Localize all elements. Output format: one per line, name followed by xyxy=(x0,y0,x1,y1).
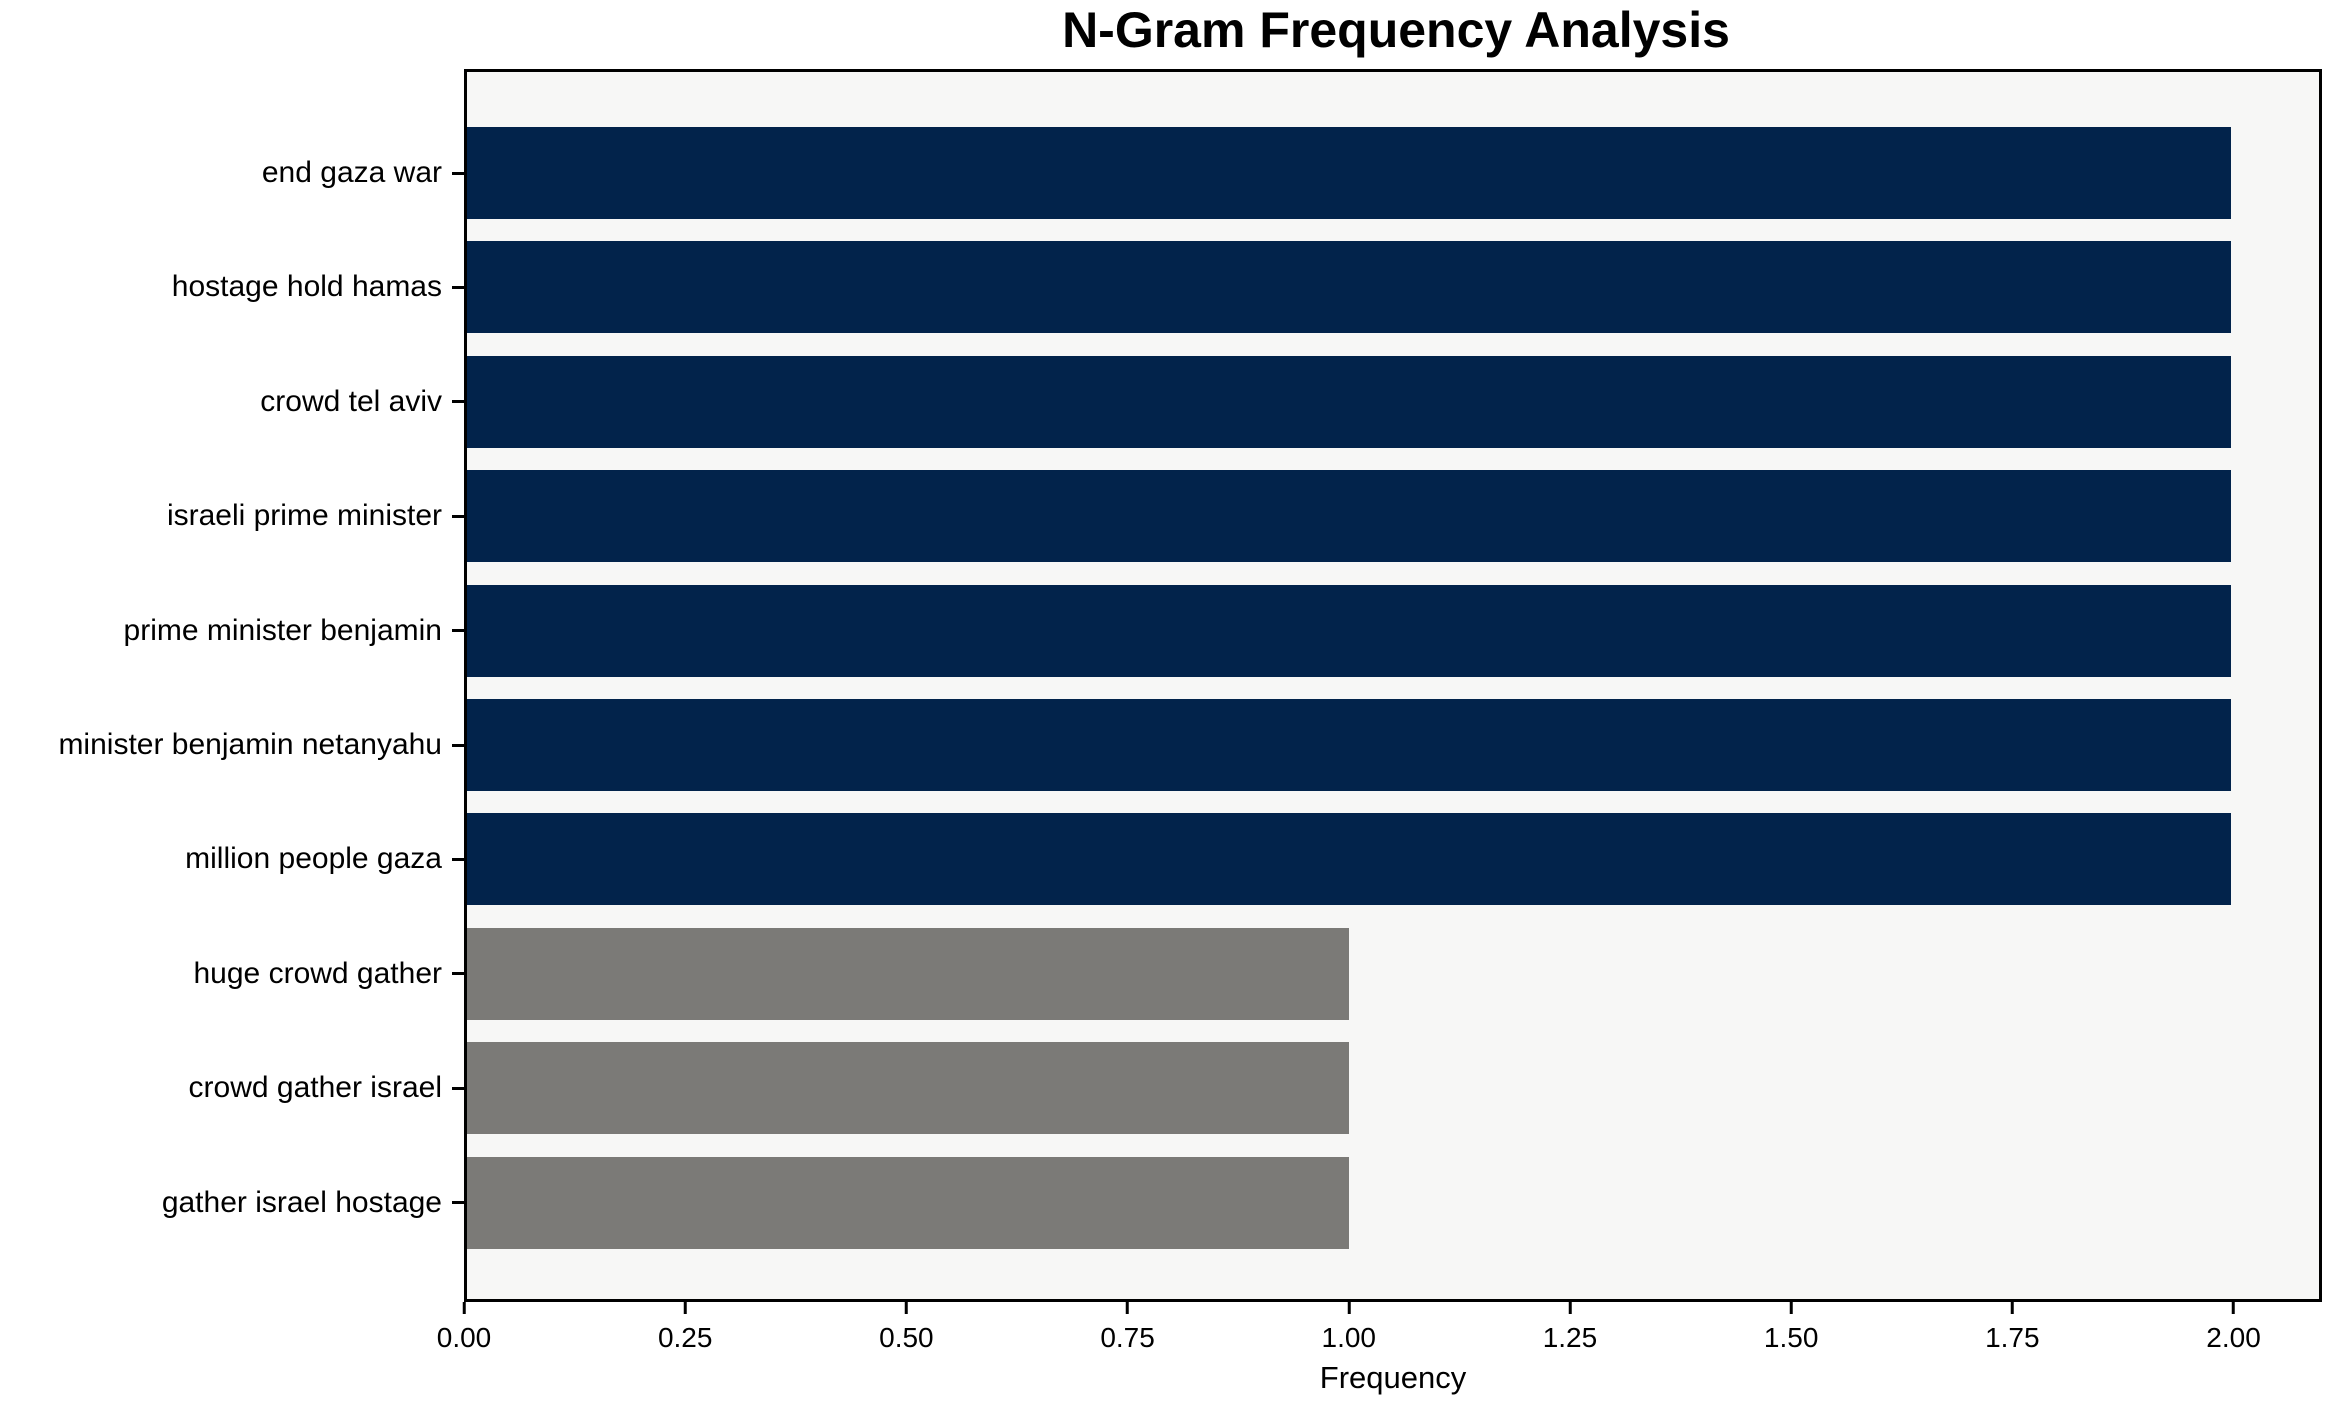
y-axis: end gaza war hostage hold hamas crowd tel … xyxy=(0,69,464,1302)
bar-end-gaza-war xyxy=(467,127,2231,219)
x-axis-tick: 0.75 xyxy=(1100,1302,1155,1354)
y-tick-mark xyxy=(452,514,464,518)
y-tick-mark xyxy=(452,1086,464,1090)
bar-gather-israel-hostage xyxy=(467,1156,1349,1249)
x-axis-tick: 1.75 xyxy=(1985,1302,2040,1354)
x-tick-mark xyxy=(462,1302,466,1314)
y-axis-tick: israeli prime minister xyxy=(167,496,464,536)
y-axis-tick: million people gaza xyxy=(185,839,464,879)
y-axis-tick: minister benjamin netanyahu xyxy=(58,725,464,765)
y-axis-tick: crowd tel aviv xyxy=(260,382,464,422)
x-axis-tick-label: 1.00 xyxy=(1321,1322,1377,1353)
x-axis-tick-label: 0.75 xyxy=(1100,1322,1155,1353)
x-axis-tick-label: 1.50 xyxy=(1763,1322,1819,1353)
x-tick-mark xyxy=(1568,1302,1572,1314)
y-axis-tick: hostage hold hamas xyxy=(172,267,464,307)
bar-israeli-prime-minister xyxy=(467,470,2231,563)
y-tick-mark xyxy=(452,1201,464,1205)
y-axis-tick: gather israel hostage xyxy=(162,1183,464,1223)
y-axis-label: million people gaza xyxy=(185,842,442,876)
chart-title: N-Gram Frequency Analysis xyxy=(1062,2,1730,58)
y-axis-label: hostage hold hamas xyxy=(171,270,442,304)
x-tick-mark xyxy=(2010,1302,2014,1314)
bar-hostage-hold-hamas xyxy=(467,241,2231,334)
plot-area xyxy=(464,69,2322,1302)
x-axis-tick: 0.50 xyxy=(879,1302,934,1354)
y-axis-label: end gaza war xyxy=(261,156,442,189)
x-axis-tick-label: 0.50 xyxy=(879,1322,934,1353)
bar-layer xyxy=(467,72,2319,1299)
x-axis: 0.00 0.25 0.50 0.75 1.00 1.25 1.50 1.75 2.00 xyxy=(437,1302,2322,1372)
x-axis-tick: 2.00 xyxy=(2206,1302,2261,1354)
y-tick-mark xyxy=(452,629,464,633)
bar-prime-minister-benjamin xyxy=(467,584,2231,677)
x-axis-tick: 0.25 xyxy=(657,1302,713,1354)
y-axis-label: crowd gather israel xyxy=(188,1071,442,1105)
x-tick-mark xyxy=(2232,1302,2236,1314)
x-tick-mark xyxy=(1789,1302,1793,1314)
x-axis-tick: 1.25 xyxy=(1542,1302,1598,1354)
x-tick-mark xyxy=(683,1302,687,1314)
y-axis-tick: end gaza war xyxy=(262,153,464,193)
y-axis-label: minister benjamin netanyahu xyxy=(58,728,442,761)
x-axis-tick-label: 2.00 xyxy=(2206,1322,2261,1353)
x-tick-mark xyxy=(904,1302,908,1314)
y-axis-label: prime minister benjamin xyxy=(123,613,442,647)
y-axis-tick: crowd gather israel xyxy=(189,1068,464,1108)
x-tick-mark xyxy=(1126,1302,1130,1314)
y-axis-label: israeli prime minister xyxy=(166,499,442,533)
y-axis-tick: prime minister benjamin xyxy=(124,611,464,651)
x-axis-tick: 0.00 xyxy=(436,1302,492,1354)
x-axis-tick: 1.50 xyxy=(1763,1302,1819,1354)
y-axis-tick: huge crowd gather xyxy=(193,954,464,994)
y-axis-label: huge crowd gather xyxy=(193,956,443,990)
x-tick-mark xyxy=(1347,1302,1351,1314)
y-tick-mark xyxy=(452,285,464,289)
x-axis-title: Frequency xyxy=(1319,1360,1467,1395)
y-tick-mark xyxy=(452,400,464,404)
bar-crowd-tel-aviv xyxy=(467,355,2231,448)
x-axis-tick-label: 1.25 xyxy=(1542,1322,1598,1353)
bar-crowd-gather-israel xyxy=(467,1042,1349,1135)
y-tick-mark xyxy=(452,171,464,175)
x-axis-tick-label: 1.75 xyxy=(1985,1322,2040,1353)
x-axis-tick: 1.00 xyxy=(1321,1302,1377,1354)
y-tick-mark xyxy=(452,857,464,861)
y-tick-mark xyxy=(452,743,464,747)
bar-minister-benjamin-netanyahu xyxy=(467,699,2231,791)
x-axis-tick-label: 0.25 xyxy=(657,1322,713,1353)
bar-million-people-gaza xyxy=(467,813,2231,906)
x-axis-tick-label: 0.00 xyxy=(436,1322,492,1353)
y-axis-label: crowd tel aviv xyxy=(260,384,442,418)
y-tick-mark xyxy=(452,972,464,976)
y-axis-label: gather israel hostage xyxy=(161,1185,442,1219)
bar-huge-crowd-gather xyxy=(467,927,1349,1020)
